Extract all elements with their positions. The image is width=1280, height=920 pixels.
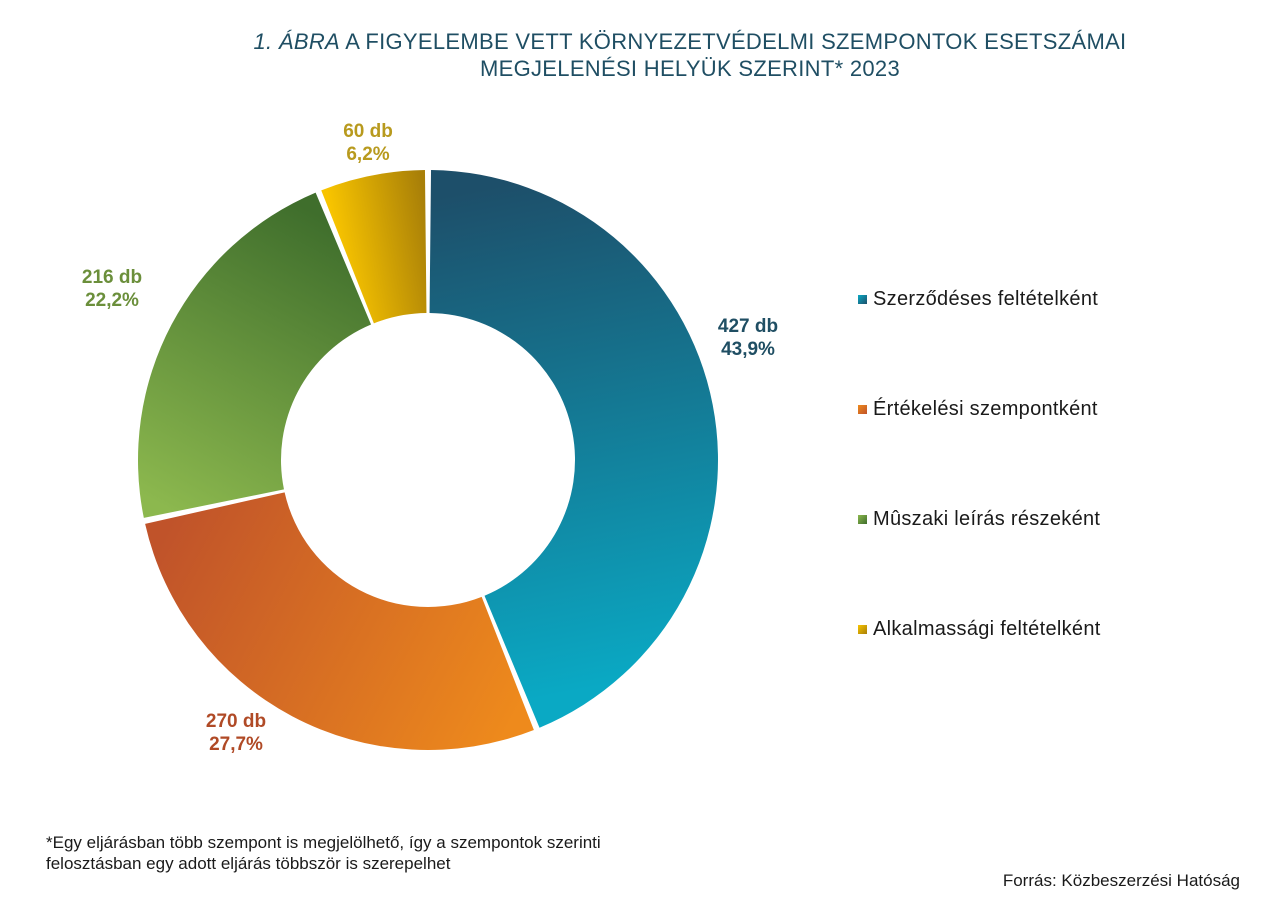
title-line-2: MEGJELENÉSI HELYÜK SZERINT* 2023 xyxy=(480,56,900,81)
data-label-count-ertekelesi: 270 db xyxy=(206,711,266,732)
data-label-percent-muszaki: 22,2% xyxy=(85,290,139,311)
legend-label: Szerződéses feltételként xyxy=(873,287,1099,310)
legend-item-ertekelesi: Értékelési szempontként xyxy=(858,394,1101,424)
data-label-count-szerzodeses: 427 db xyxy=(718,316,778,337)
legend-swatch xyxy=(858,404,867,414)
chart-title: 1. ÁBRA A FIGYELEMBE VETT KÖRNYEZETVÉDEL… xyxy=(190,28,1190,82)
legend-item-szerzodeses: Szerződéses feltételként xyxy=(858,284,1101,314)
legend-item-alkalmassagi: Alkalmassági feltételként xyxy=(858,614,1101,644)
legend-label: Értékelési szempontként xyxy=(873,397,1098,420)
figure-number: 1. ÁBRA xyxy=(253,29,340,54)
data-label-count-alkalmassagi: 60 db xyxy=(343,121,393,142)
source-note: Forrás: Közbeszerzési Hatóság xyxy=(1002,871,1240,890)
legend-swatch xyxy=(858,624,867,634)
footnote-line-2: felosztásban egy adott eljárás többször … xyxy=(46,854,451,873)
slice-muszaki xyxy=(137,192,372,518)
legend-swatch xyxy=(858,294,867,304)
data-label-percent-ertekelesi: 27,7% xyxy=(209,734,263,755)
title-line-1: A FIGYELEMBE VETT KÖRNYEZETVÉDELMI SZEMP… xyxy=(340,29,1127,54)
legend: Szerződéses feltételként Értékelési szemp… xyxy=(858,284,1101,724)
slice-alkalmassagi xyxy=(321,170,427,324)
footnote: *Egy eljárásban több szempont is megjelö… xyxy=(46,832,806,874)
legend-swatch xyxy=(858,514,867,524)
legend-item-muszaki: Mûszaki leírás részeként xyxy=(858,504,1101,534)
data-label-percent-szerzodeses: 43,9% xyxy=(721,339,775,360)
slice-ertekelesi xyxy=(145,492,534,750)
data-label-count-muszaki: 216 db xyxy=(82,267,142,288)
data-label-percent-alkalmassagi: 6,2% xyxy=(346,144,389,165)
legend-label: Mûszaki leírás részeként xyxy=(873,507,1101,530)
legend-label: Alkalmassági feltételként xyxy=(873,617,1101,640)
footnote-line-1: *Egy eljárásban több szempont is megjelö… xyxy=(46,833,601,852)
slice-szerzodeses xyxy=(429,170,718,728)
